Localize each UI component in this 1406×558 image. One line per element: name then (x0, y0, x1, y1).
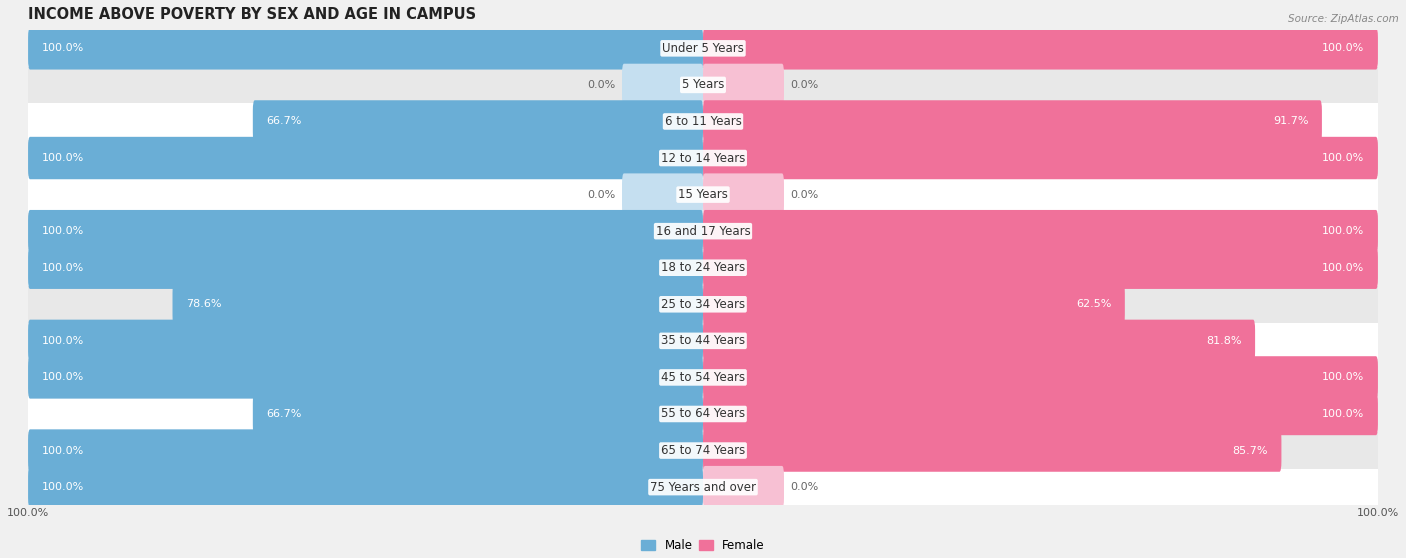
FancyBboxPatch shape (173, 283, 703, 325)
Text: 100.0%: 100.0% (42, 336, 84, 346)
Text: 55 to 64 Years: 55 to 64 Years (661, 407, 745, 421)
Text: 0.0%: 0.0% (790, 80, 818, 90)
Bar (28, 213, 1378, 249)
Text: 66.7%: 66.7% (266, 117, 302, 127)
FancyBboxPatch shape (703, 64, 785, 106)
FancyBboxPatch shape (703, 137, 1378, 179)
Text: INCOME ABOVE POVERTY BY SEX AND AGE IN CAMPUS: INCOME ABOVE POVERTY BY SEX AND AGE IN C… (28, 7, 477, 22)
Text: 35 to 44 Years: 35 to 44 Years (661, 334, 745, 348)
FancyBboxPatch shape (28, 137, 703, 179)
FancyBboxPatch shape (703, 174, 785, 216)
FancyBboxPatch shape (703, 210, 1378, 252)
FancyBboxPatch shape (703, 393, 1378, 435)
FancyBboxPatch shape (621, 174, 703, 216)
FancyBboxPatch shape (253, 393, 703, 435)
Text: 100.0%: 100.0% (1322, 372, 1364, 382)
Text: 100.0%: 100.0% (1322, 226, 1364, 236)
FancyBboxPatch shape (703, 320, 1256, 362)
Bar (28, 140, 1378, 176)
Text: 66.7%: 66.7% (266, 409, 302, 419)
Text: 12 to 14 Years: 12 to 14 Years (661, 152, 745, 165)
Text: 100.0%: 100.0% (42, 372, 84, 382)
Text: 100.0%: 100.0% (42, 44, 84, 54)
Text: 100.0%: 100.0% (1322, 409, 1364, 419)
Bar (28, 66, 1378, 103)
Text: 75 Years and over: 75 Years and over (650, 480, 756, 494)
Legend: Male, Female: Male, Female (637, 534, 769, 556)
Bar (28, 469, 1378, 506)
FancyBboxPatch shape (703, 466, 785, 508)
FancyBboxPatch shape (703, 356, 1378, 398)
Text: 18 to 24 Years: 18 to 24 Years (661, 261, 745, 274)
Text: Source: ZipAtlas.com: Source: ZipAtlas.com (1288, 14, 1399, 24)
Text: 100.0%: 100.0% (42, 226, 84, 236)
FancyBboxPatch shape (28, 466, 703, 508)
Bar (28, 286, 1378, 323)
FancyBboxPatch shape (28, 210, 703, 252)
Bar (28, 432, 1378, 469)
Bar (28, 176, 1378, 213)
Bar (28, 103, 1378, 140)
FancyBboxPatch shape (621, 64, 703, 106)
Bar (28, 396, 1378, 432)
Text: 85.7%: 85.7% (1233, 445, 1268, 455)
Text: 100.0%: 100.0% (1322, 153, 1364, 163)
FancyBboxPatch shape (28, 356, 703, 398)
Text: 0.0%: 0.0% (790, 482, 818, 492)
Text: 62.5%: 62.5% (1076, 299, 1111, 309)
Text: 100.0%: 100.0% (42, 153, 84, 163)
Text: 100.0%: 100.0% (42, 445, 84, 455)
Bar (28, 359, 1378, 396)
Text: 6 to 11 Years: 6 to 11 Years (665, 115, 741, 128)
Text: 15 Years: 15 Years (678, 188, 728, 201)
FancyBboxPatch shape (703, 283, 1125, 325)
Text: 65 to 74 Years: 65 to 74 Years (661, 444, 745, 457)
Text: 81.8%: 81.8% (1206, 336, 1241, 346)
Text: 100.0%: 100.0% (1322, 44, 1364, 54)
FancyBboxPatch shape (28, 320, 703, 362)
Text: 100.0%: 100.0% (1322, 263, 1364, 273)
Bar (28, 30, 1378, 66)
FancyBboxPatch shape (253, 100, 703, 143)
Bar (28, 249, 1378, 286)
Text: 0.0%: 0.0% (588, 80, 616, 90)
FancyBboxPatch shape (703, 27, 1378, 70)
FancyBboxPatch shape (703, 247, 1378, 289)
Bar (28, 323, 1378, 359)
FancyBboxPatch shape (28, 429, 703, 472)
Text: 100.0%: 100.0% (42, 482, 84, 492)
Text: 16 and 17 Years: 16 and 17 Years (655, 225, 751, 238)
FancyBboxPatch shape (703, 429, 1281, 472)
Text: 91.7%: 91.7% (1272, 117, 1309, 127)
Text: 0.0%: 0.0% (588, 190, 616, 200)
FancyBboxPatch shape (703, 100, 1322, 143)
Text: 5 Years: 5 Years (682, 79, 724, 92)
Text: 45 to 54 Years: 45 to 54 Years (661, 371, 745, 384)
Text: Under 5 Years: Under 5 Years (662, 42, 744, 55)
Text: 100.0%: 100.0% (42, 263, 84, 273)
Text: 0.0%: 0.0% (790, 190, 818, 200)
FancyBboxPatch shape (28, 27, 703, 70)
Text: 25 to 34 Years: 25 to 34 Years (661, 298, 745, 311)
FancyBboxPatch shape (28, 247, 703, 289)
Text: 78.6%: 78.6% (186, 299, 222, 309)
